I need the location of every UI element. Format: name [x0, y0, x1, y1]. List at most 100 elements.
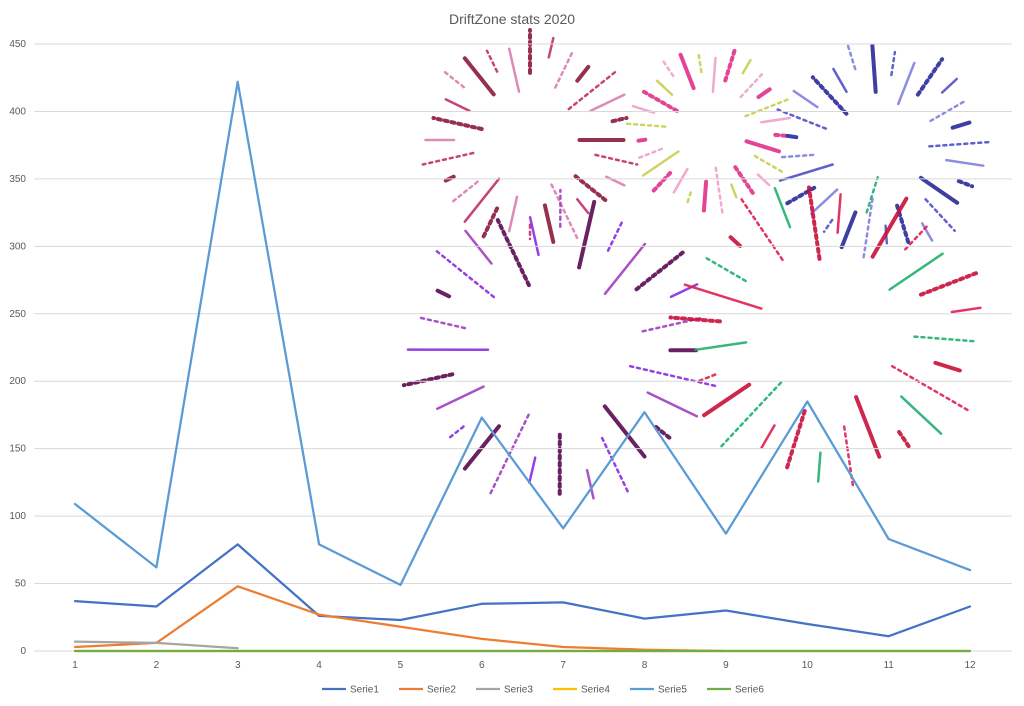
y-tick-label: 50 [15, 579, 27, 590]
firework-ray [646, 391, 699, 418]
firework-ray [741, 58, 752, 75]
firework-ray [451, 180, 479, 203]
firework-ray [756, 173, 771, 187]
firework-ray [956, 179, 975, 189]
firework-ray [896, 61, 916, 106]
firework-ray [431, 116, 484, 131]
firework-ray [940, 77, 958, 94]
firework-ray [870, 196, 909, 259]
firework-ray [602, 404, 647, 459]
firework-ray [904, 223, 930, 251]
x-tick-label: 2 [154, 660, 160, 671]
x-tick-label: 11 [883, 660, 894, 671]
firework-ray [776, 108, 828, 130]
firework-ray [862, 197, 874, 260]
firework-ray [704, 256, 747, 283]
firework-ray [739, 196, 784, 262]
firework-ray [641, 89, 679, 113]
series-line-serie2 [73, 585, 728, 653]
firework-ray [900, 395, 943, 435]
firework-ray [585, 468, 595, 500]
firework-ray [778, 163, 834, 182]
firework-ray [528, 216, 540, 257]
firework-ray [816, 451, 822, 483]
firework-ray [610, 116, 629, 124]
firework-ray [810, 75, 849, 116]
firework-ray [542, 203, 556, 244]
firework-ray [854, 395, 882, 459]
firework-ray [654, 425, 675, 443]
firework-ray [650, 171, 673, 195]
series-line-serie5 [73, 80, 972, 587]
firework-ray [444, 98, 471, 113]
firework-ray [485, 49, 499, 73]
firework-ray [714, 166, 724, 216]
firework-ray [920, 222, 934, 242]
firework-ray [436, 385, 485, 410]
firework-ray [418, 316, 467, 330]
legend-label: Serie5 [658, 685, 687, 696]
x-tick-label: 6 [479, 660, 485, 671]
legend-label: Serie4 [581, 685, 610, 696]
x-tick-label: 5 [398, 660, 404, 671]
firework-ray [753, 154, 785, 174]
firework-ray [442, 70, 466, 89]
legend-label: Serie1 [350, 685, 379, 696]
firework-ray [933, 360, 962, 373]
firework-ray [890, 50, 897, 77]
x-tick-label: 4 [316, 660, 322, 671]
firework-ray [480, 206, 500, 242]
firework-ray [686, 191, 692, 205]
x-tick-label: 3 [235, 660, 241, 671]
firework-ray [865, 176, 879, 214]
firework-burst [421, 28, 639, 244]
series-line-serie1 [73, 543, 972, 638]
firework-ray [780, 153, 815, 159]
firework-ray [655, 79, 674, 96]
series-lines [73, 80, 972, 653]
firework-ray [697, 53, 703, 74]
firework-ray [785, 133, 799, 140]
y-tick-label: 200 [9, 376, 26, 387]
firework-ray [890, 364, 970, 412]
firework-ray [702, 382, 752, 418]
firework-ray [435, 288, 452, 299]
firework-ray [822, 218, 834, 233]
firework-ray [760, 424, 776, 449]
firework-ray [913, 335, 975, 343]
firework-ray [832, 67, 848, 94]
firework-ray [728, 235, 742, 248]
firework-ray [950, 306, 982, 314]
firework-ray [495, 218, 531, 288]
firework-ray [756, 87, 772, 99]
firework-ray [836, 193, 842, 234]
firework-ray [462, 56, 496, 97]
firework-ray [719, 381, 783, 449]
firework-ray [870, 43, 878, 94]
legend: Serie1 Serie2 Serie3 Serie4 Serie5 Serie6 [322, 685, 764, 696]
legend-label: Serie2 [427, 685, 456, 696]
firework-ray [928, 140, 991, 148]
firework-ray [660, 58, 675, 78]
firework-ray [401, 372, 455, 388]
firework-ray [528, 456, 537, 484]
firework-ray [919, 270, 982, 297]
firework-ray [628, 364, 718, 388]
firework-ray [915, 57, 945, 97]
firework-ray [463, 177, 501, 223]
x-tick-label: 7 [560, 660, 566, 671]
firework-ray [445, 425, 465, 441]
firework-ray [589, 93, 626, 113]
y-tick-label: 250 [9, 309, 26, 320]
legend-label: Serie6 [735, 685, 764, 696]
firework-ray [897, 430, 913, 452]
firework-ray [744, 97, 791, 118]
firework-ray [668, 315, 722, 324]
firework-ray [730, 183, 738, 199]
y-tick-label: 400 [9, 106, 26, 117]
firework-burst [623, 46, 792, 216]
firework-ray [744, 139, 781, 154]
